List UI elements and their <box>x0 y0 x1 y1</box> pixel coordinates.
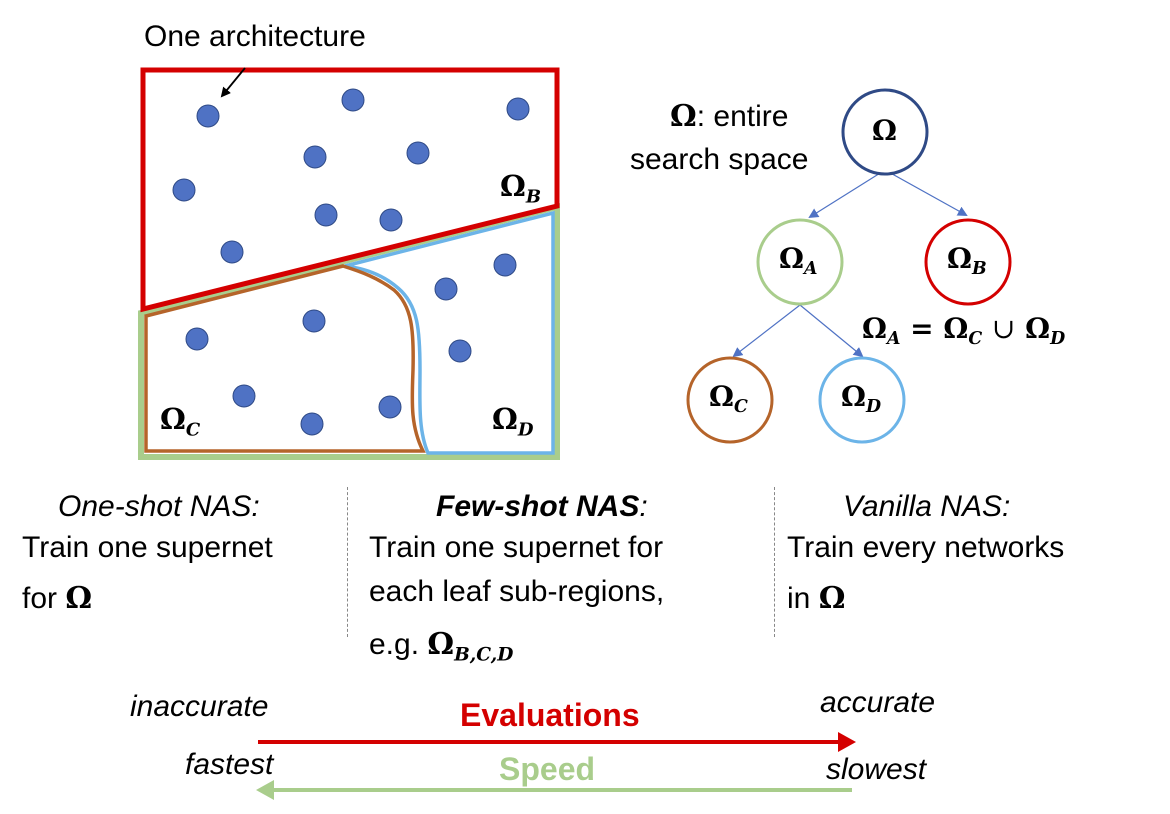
architecture-dot <box>314 203 338 227</box>
region-omega-d-border <box>344 210 555 455</box>
few-shot-line2: each leaf sub-regions, <box>369 575 665 608</box>
tree-node-omega-b <box>924 218 1012 306</box>
search-space-panel <box>138 67 560 460</box>
scale-arrows <box>256 732 856 800</box>
root-description-line1: Ω: entire <box>670 99 789 134</box>
architecture-dot <box>493 253 517 277</box>
tree-node-omega-b-label: ΩB <box>947 242 987 280</box>
evaluations-arrow-head <box>838 732 856 752</box>
architecture-dot <box>406 141 430 165</box>
separator-right <box>774 487 775 637</box>
annotation-arrow <box>220 67 246 98</box>
evaluations-label: Evaluations <box>460 697 640 733</box>
architecture-dots <box>172 88 530 436</box>
tree-node-omega-a-label: ΩA <box>779 242 818 280</box>
architecture-dot <box>220 240 244 264</box>
few-shot-line3: e.g. ΩB,C,D <box>369 627 514 666</box>
one-shot-line2: for Ω <box>22 581 93 616</box>
region-omega-c-border <box>144 264 426 453</box>
vanilla-title: Vanilla NAS: <box>843 490 1011 523</box>
architecture-dot <box>232 384 256 408</box>
one-shot-title: One-shot NAS: <box>58 490 260 523</box>
architecture-dot <box>378 395 402 419</box>
tree-edge <box>732 304 801 358</box>
architecture-dot <box>434 277 458 301</box>
separator-left <box>347 487 348 637</box>
few-shot-line1: Train one supernet for <box>369 531 664 564</box>
one-shot-line1: Train one supernet <box>22 531 273 564</box>
tree-node-root-label: Ω <box>872 114 897 147</box>
architecture-dot <box>172 178 196 202</box>
architecture-dot <box>341 88 365 112</box>
tree-edge <box>799 304 864 358</box>
scale-slowest: slowest <box>826 753 927 786</box>
tree-node-omega-a <box>756 218 844 306</box>
tree-edge <box>884 169 968 216</box>
vanilla-line1: Train every networks <box>787 531 1065 564</box>
architecture-dot <box>448 339 472 363</box>
tree-equation: ΩA = ΩC ∪ ΩD <box>862 312 1066 350</box>
root-description-line2: search space <box>630 143 809 176</box>
architecture-dot <box>302 309 326 333</box>
region-label-omega-d: ΩD <box>492 402 534 441</box>
hierarchy-tree <box>686 88 1012 444</box>
region-label-omega-b: ΩB <box>500 169 542 208</box>
speed-label: Speed <box>499 751 596 787</box>
scale-accurate: accurate <box>820 686 936 719</box>
architecture-dot <box>379 208 403 232</box>
architecture-dot <box>300 412 324 436</box>
architecture-dot <box>303 145 327 169</box>
tree-edge <box>808 169 886 219</box>
tree-node-root <box>841 88 929 176</box>
tree-node-omega-c-label: ΩC <box>709 380 748 418</box>
vanilla-line2: in Ω <box>787 581 846 616</box>
region-omega-b-border <box>140 67 560 313</box>
tree-node-omega-d-label: ΩD <box>841 380 881 418</box>
tree-node-omega-d <box>818 356 906 444</box>
annotation-one-architecture: One architecture <box>144 20 366 53</box>
few-shot-title: Few-shot NAS: <box>436 490 648 523</box>
architecture-dot <box>506 97 530 121</box>
region-label-omega-c: ΩC <box>160 402 201 441</box>
speed-arrow-head <box>256 780 274 800</box>
scale-fastest: fastest <box>185 748 274 781</box>
tree-node-omega-c <box>686 356 774 444</box>
scale-inaccurate: inaccurate <box>130 690 269 723</box>
architecture-dot <box>185 327 209 351</box>
architecture-dot <box>196 104 220 128</box>
